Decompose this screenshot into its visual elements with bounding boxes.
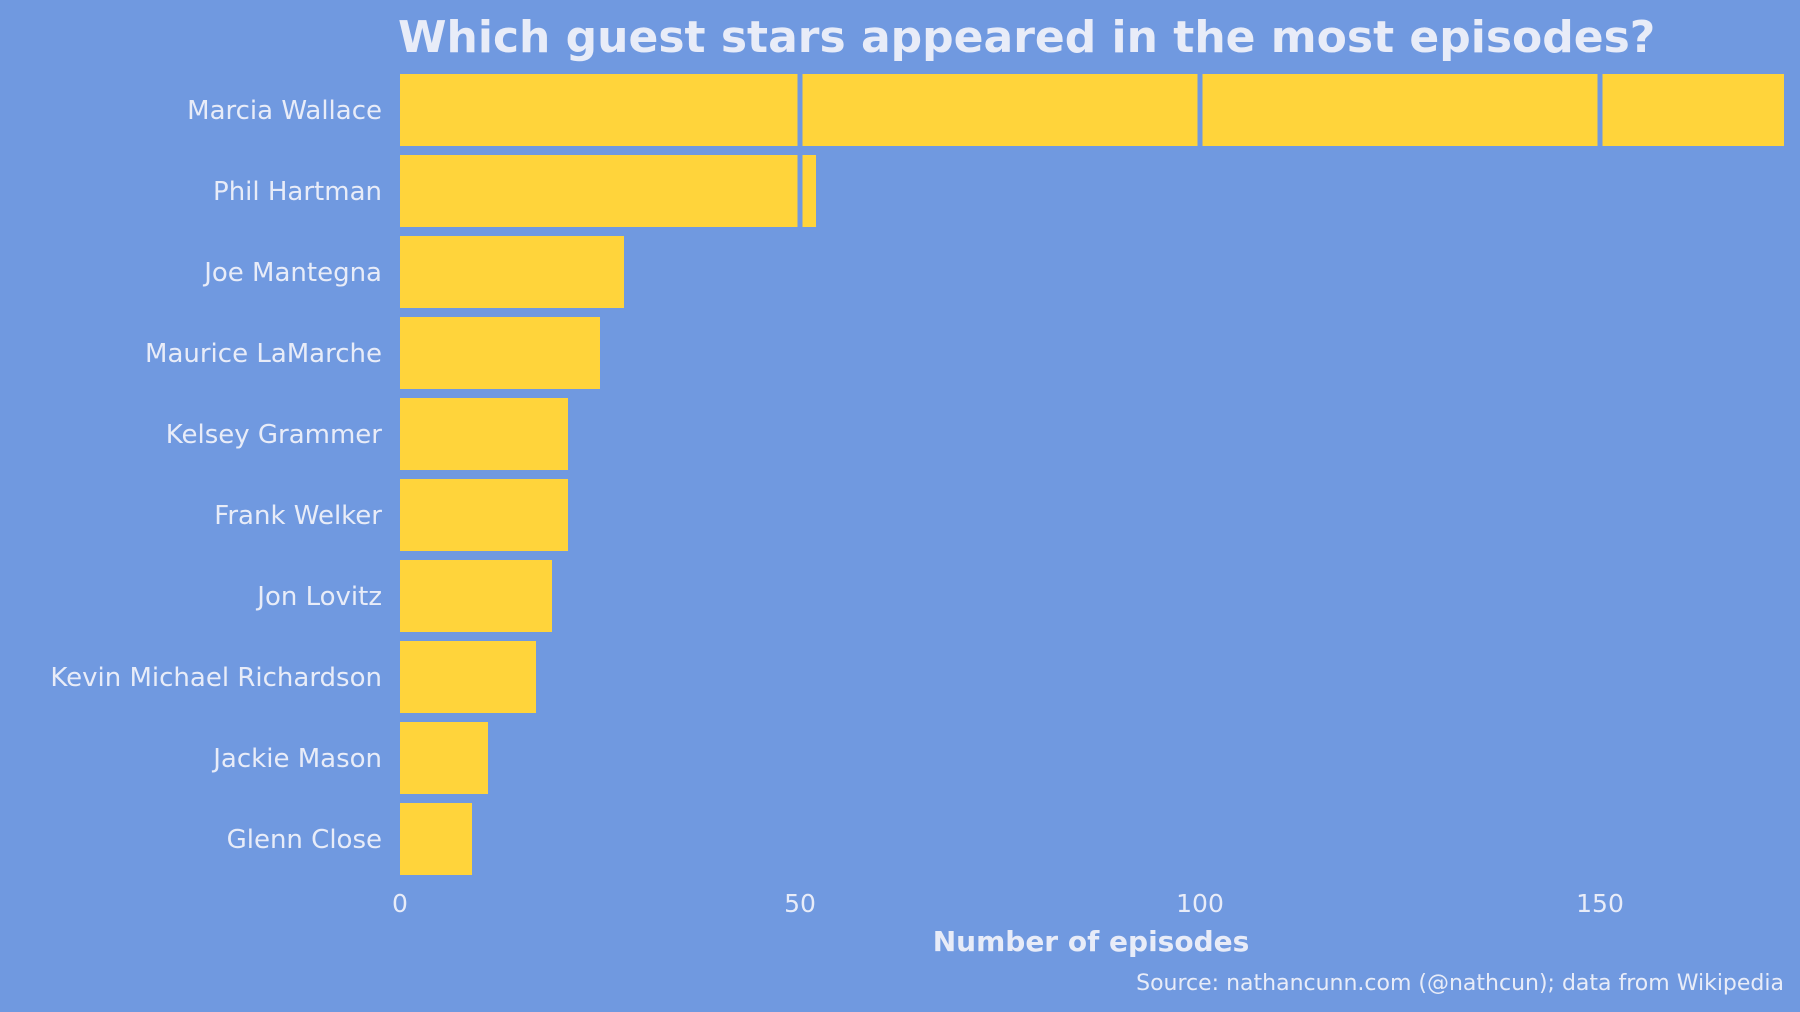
category-label-7: Jon Lovitz	[255, 582, 382, 612]
bar-3-segment-1	[400, 236, 624, 308]
x-tick-label-3: 100	[1176, 889, 1224, 918]
bar-5-segment-1	[400, 398, 568, 470]
bar-1-segment-1	[400, 74, 798, 146]
bar-2-segment-2	[802, 155, 816, 227]
bar-1-segment-4	[1602, 74, 1784, 146]
bar-10-segment-1	[400, 803, 472, 875]
category-label-1: Marcia Wallace	[187, 96, 382, 126]
source-caption: Source: nathancunn.com (@nathcun); data …	[1136, 971, 1784, 996]
bar-4-segment-1	[400, 317, 600, 389]
bar-8-segment-1	[400, 641, 536, 713]
bar-7-segment-1	[400, 560, 552, 632]
category-label-8: Kevin Michael Richardson	[50, 663, 382, 693]
bars-group	[400, 74, 1784, 875]
category-label-9: Jackie Mason	[211, 744, 382, 774]
x-tick-label-2: 50	[784, 889, 816, 918]
bar-2-segment-1	[400, 155, 798, 227]
category-label-5: Kelsey Grammer	[166, 420, 383, 450]
category-labels: Marcia Wallace Phil Hartman Joe Mantegna Ma…	[50, 96, 382, 855]
category-label-2: Phil Hartman	[213, 177, 382, 207]
bar-1-segment-2	[802, 74, 1198, 146]
bar-1-segment-3	[1202, 74, 1598, 146]
x-axis-title: Number of episodes	[933, 925, 1250, 958]
bar-6-segment-1	[400, 479, 568, 551]
x-tick-labels: 0 50 100 150	[392, 889, 1624, 918]
category-label-6: Frank Welker	[214, 501, 382, 531]
category-label-3: Joe Mantegna	[202, 258, 382, 288]
category-label-10: Glenn Close	[227, 825, 382, 855]
x-tick-label-4: 150	[1576, 889, 1624, 918]
chart-title: Which guest stars appeared in the most e…	[398, 12, 1655, 63]
bar-9-segment-1	[400, 722, 488, 794]
x-tick-label-1: 0	[392, 889, 408, 918]
category-label-4: Maurice LaMarche	[145, 339, 382, 369]
